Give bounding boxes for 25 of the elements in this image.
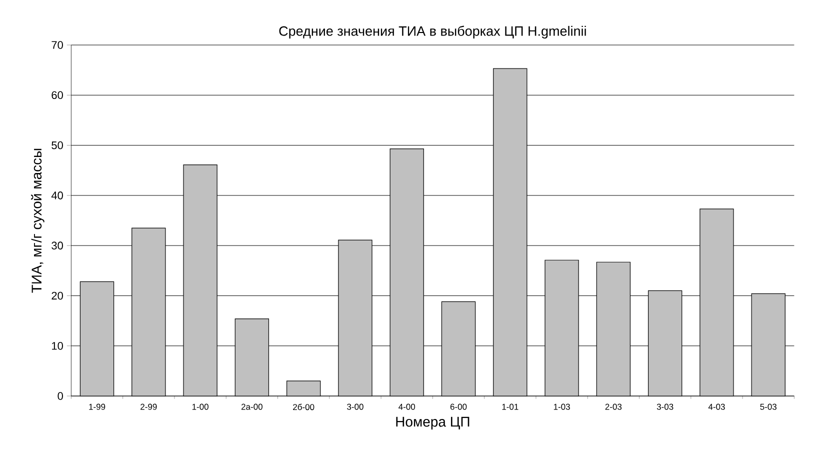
chart-title: Средние значения ТИА в выборках ЦП H.gmelinii — [279, 26, 586, 39]
y-tick-label: 0 — [58, 392, 63, 400]
x-tick-label: 1-00 — [192, 404, 208, 410]
y-tick-label: 70 — [52, 41, 63, 49]
x-tick-label: 6-00 — [450, 404, 467, 410]
x-tick-label: 3-00 — [347, 404, 364, 410]
x-tick-label: 1-03 — [554, 404, 570, 410]
y-tick-label: 20 — [52, 292, 63, 300]
y-axis-title: ТИА, мг/г сухой массы — [31, 148, 44, 293]
x-tick-label: 4-00 — [398, 404, 416, 410]
x-tick-label: 2а-00 — [241, 404, 262, 410]
x-axis-title: Номера ЦП — [396, 416, 470, 430]
y-tick-label: 30 — [52, 242, 63, 250]
x-tick-label: 1-99 — [89, 404, 106, 410]
x-tick-label: 4-03 — [708, 404, 725, 410]
y-tick-label: 60 — [52, 91, 63, 100]
x-tick-label: 2б-00 — [293, 404, 314, 410]
x-tick-label: 3-03 — [656, 404, 674, 410]
y-tick-label: 50 — [52, 141, 63, 150]
y-tick-label: 40 — [51, 192, 63, 200]
x-tick-label: 2-03 — [605, 404, 622, 410]
x-tick-label: 5-03 — [760, 404, 776, 410]
y-tick-label: 10 — [52, 342, 63, 350]
x-tick-label: 1-01 — [502, 404, 518, 410]
x-tick-label: 2-99 — [140, 404, 157, 410]
